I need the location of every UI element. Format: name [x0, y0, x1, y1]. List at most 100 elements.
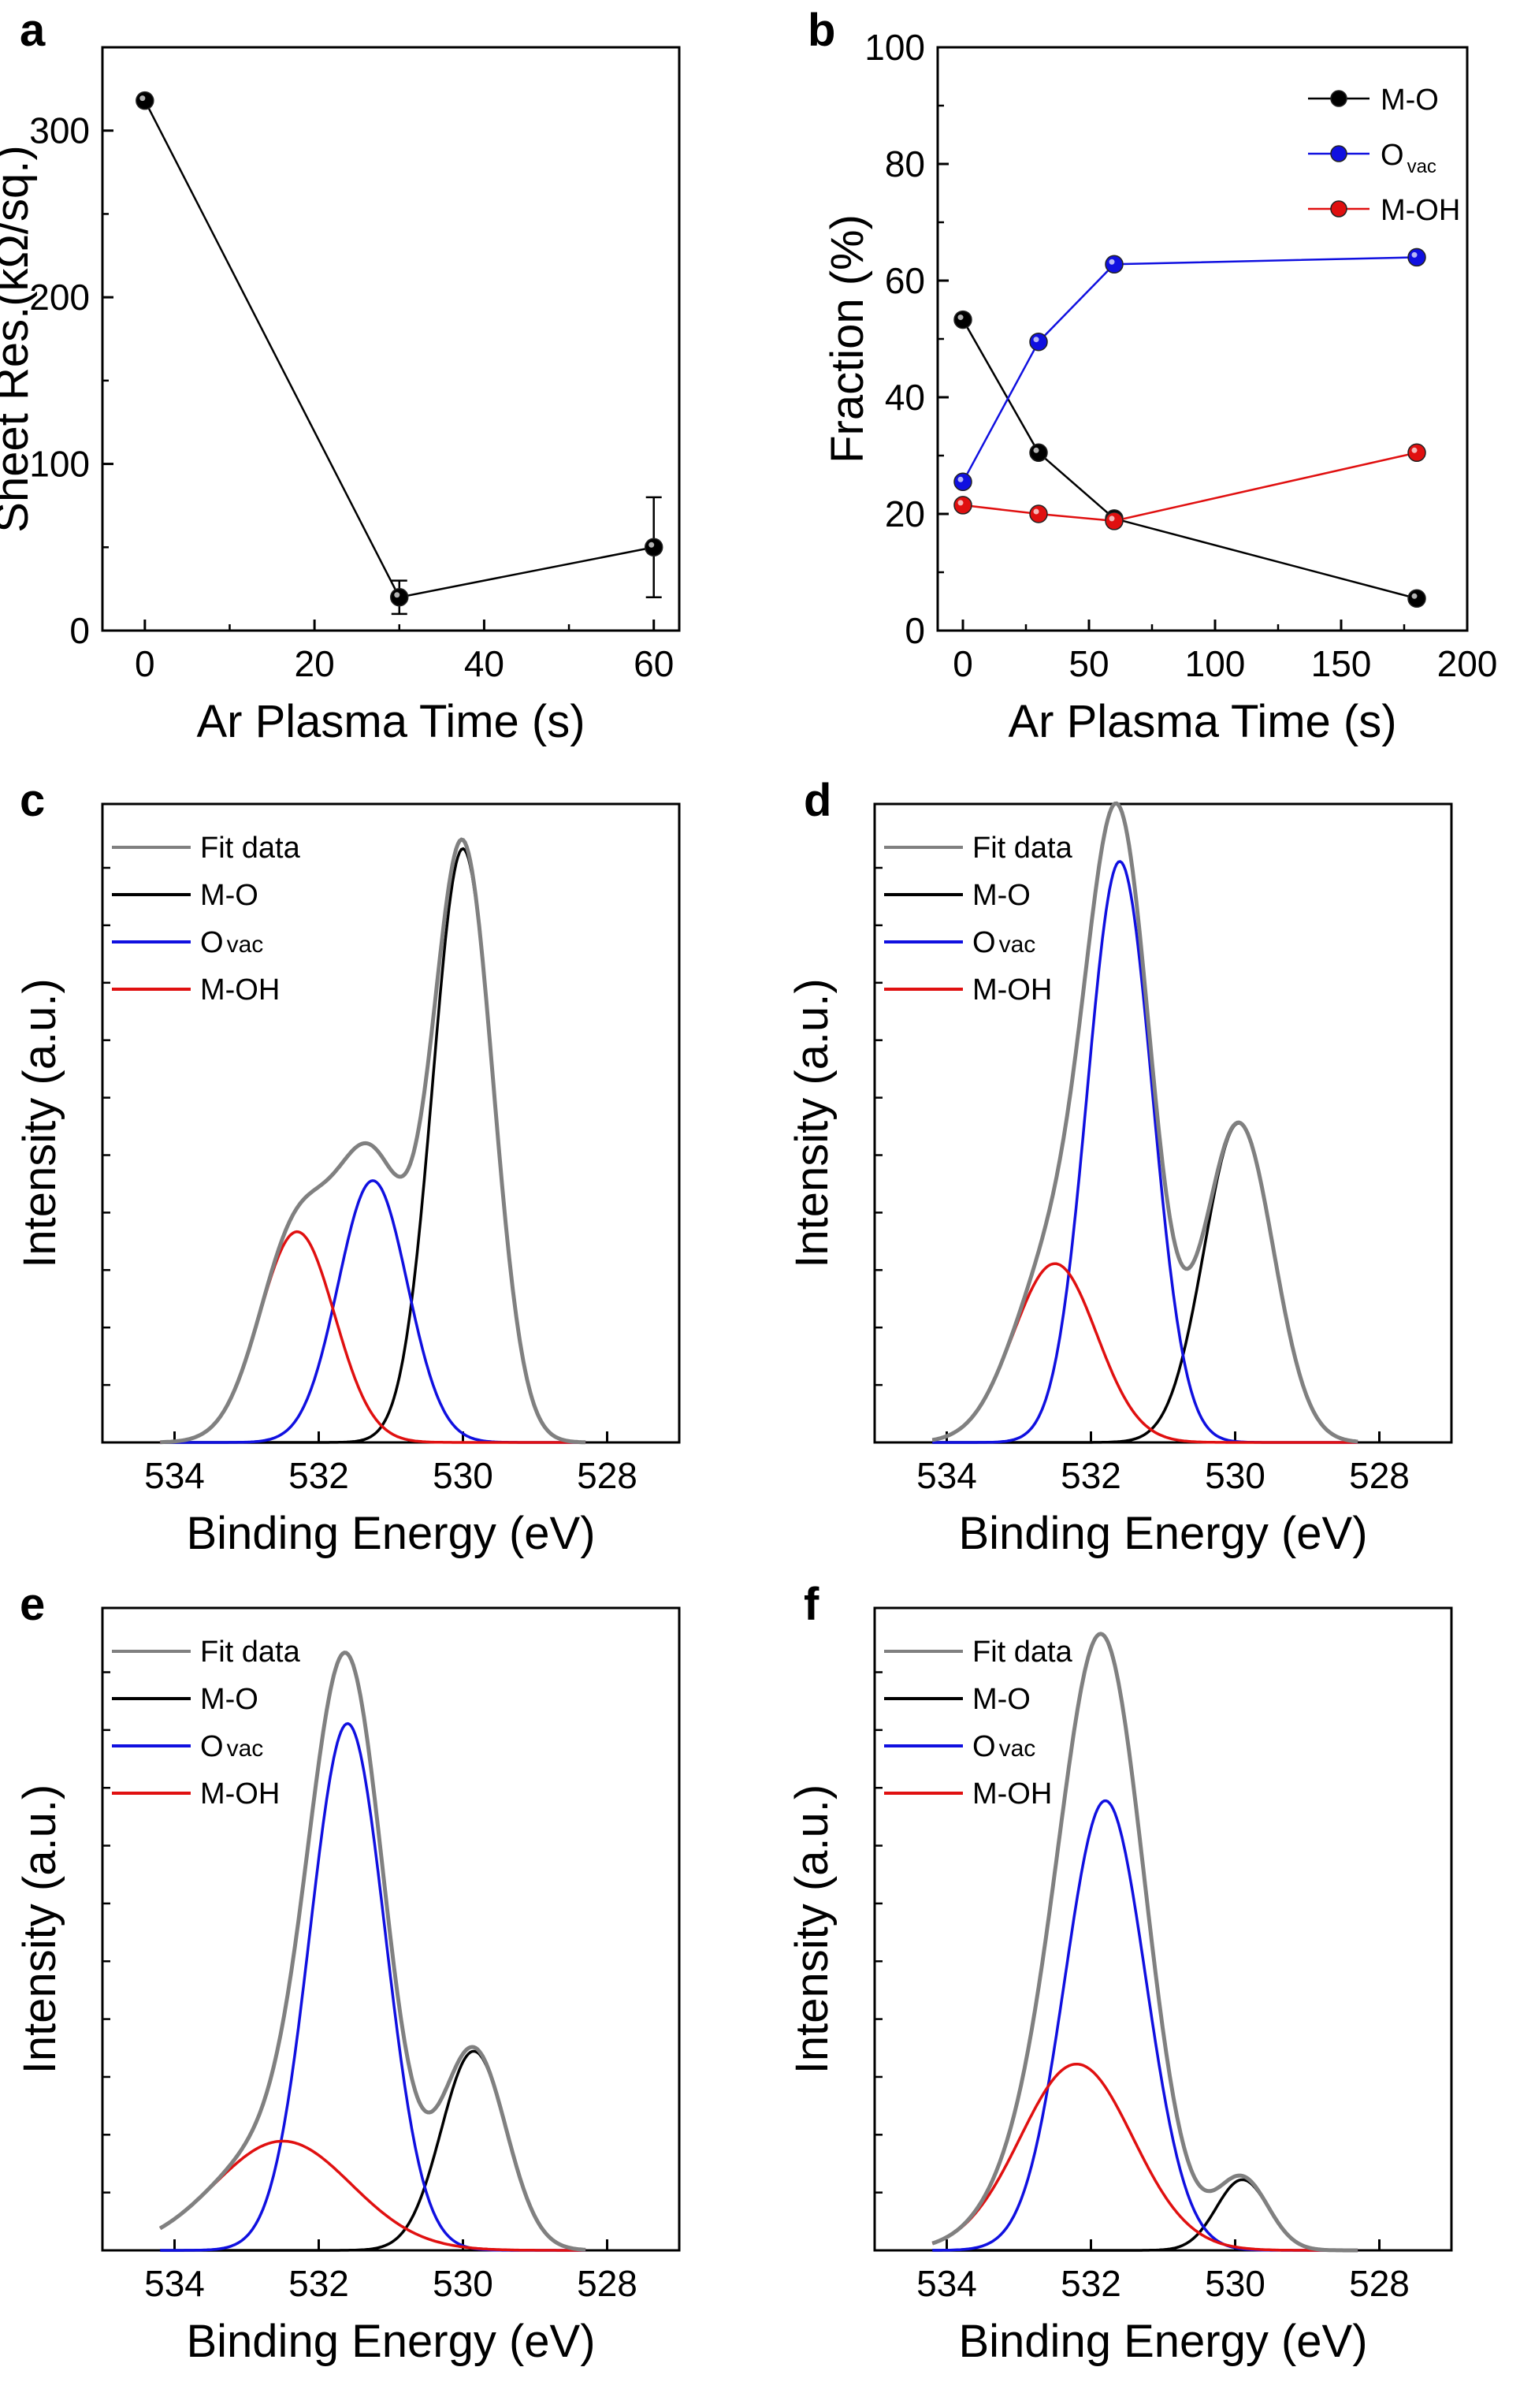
x-tick-label: 534	[916, 2263, 977, 2304]
x-tick-label: 60	[634, 643, 674, 684]
legend-label: M-O	[200, 1683, 258, 1716]
x-tick-label: 534	[144, 1455, 205, 1496]
y-tick-label: 60	[885, 260, 925, 301]
panel-letter-a: a	[20, 5, 46, 56]
legend-label: M-OH	[1381, 194, 1460, 227]
y-tick-label: 200	[29, 277, 90, 318]
series-line-Sheet Res.	[143, 100, 654, 599]
legend-sub: vac	[227, 932, 264, 958]
x-tick-label: 528	[1349, 2263, 1410, 2304]
peak-curve-M-O	[160, 2049, 586, 2252]
x-axis-title: Binding Energy (eV)	[186, 1508, 595, 1559]
data-point	[1407, 247, 1426, 267]
panel-a: a 0 20 40 60 0 100 200 300 Ar Plasma Time (s) Shee…	[0, 5, 681, 747]
legend-label: M-OH	[972, 973, 1052, 1007]
data-point	[1407, 443, 1426, 463]
data-point-highlight	[1033, 508, 1039, 515]
legend-main: M-OH	[200, 1777, 280, 1811]
plot-frame	[101, 46, 681, 632]
panel-f: f 534 532 530 528 Binding Energy (eV) Intensit…	[786, 1579, 1453, 2367]
y-tick-label: 0	[69, 610, 90, 651]
legend-main: Fit data	[972, 832, 1073, 865]
data-point-highlight	[1033, 447, 1039, 453]
data-point	[953, 472, 972, 492]
peak-curve-O_vac	[160, 1179, 586, 1444]
data-point-highlight	[394, 592, 400, 598]
x-tick-label: 200	[1437, 643, 1498, 684]
series-line-M-OH	[962, 452, 1418, 523]
x-tick-label: 528	[577, 1455, 637, 1496]
legend-main: M-O	[1381, 84, 1439, 117]
panel-letter-b: b	[808, 5, 835, 56]
legend-main: M-OH	[1381, 194, 1460, 227]
legend-sub: vac	[999, 1736, 1036, 1762]
legend-main: M-O	[972, 1683, 1031, 1716]
data-point-highlight	[649, 542, 655, 548]
fit-data-curve	[160, 837, 586, 1445]
x-tick-label: 532	[288, 2263, 349, 2304]
panel-d: d 534 532 530 528 Binding Energy (eV) Intensit…	[786, 775, 1453, 1559]
data-point	[390, 587, 409, 607]
legend-main: M-OH	[200, 973, 280, 1007]
legend-main: O	[200, 1730, 224, 1763]
x-tick-label: 50	[1068, 643, 1109, 684]
legend-main: O	[1381, 139, 1404, 172]
series-line-O_vac	[961, 256, 1418, 482]
x-tick-label: 150	[1311, 643, 1372, 684]
x-tick-label: 530	[1205, 2263, 1265, 2304]
data-point	[136, 91, 154, 110]
legend-label: M-O	[200, 879, 258, 912]
x-tick-label: 0	[953, 643, 973, 684]
legend-main: M-O	[972, 879, 1031, 912]
data-point	[1105, 512, 1124, 530]
x-tick-label: 40	[464, 643, 504, 684]
data-point-highlight	[957, 314, 964, 321]
legend-main: Fit data	[972, 1636, 1073, 1669]
y-tick-label: 100	[864, 27, 925, 68]
fit-data-curve	[931, 801, 1358, 1444]
legend-label: M-O	[972, 1683, 1031, 1716]
legend-label: Fit data	[200, 832, 301, 865]
x-axis-title: Binding Energy (eV)	[186, 2316, 595, 2367]
panel-letter-d: d	[804, 775, 831, 826]
x-tick-label: 528	[1349, 1455, 1410, 1496]
x-axis-title: Ar Plasma Time (s)	[1008, 696, 1396, 747]
y-axis-title: Intensity (a.u.)	[14, 978, 65, 1267]
data-point-highlight	[957, 500, 964, 506]
panel-e: e 534 532 530 528 Binding Energy (eV) Intensit…	[14, 1579, 681, 2367]
x-tick-label: 534	[144, 2263, 205, 2304]
legend-label: Fit data	[972, 1636, 1073, 1669]
legend-main: M-OH	[972, 1777, 1052, 1811]
x-axis-title: Ar Plasma Time (s)	[196, 696, 585, 747]
y-tick-label: 0	[905, 610, 925, 651]
x-tick-label: 100	[1185, 643, 1246, 684]
y-tick-label: 40	[885, 377, 925, 418]
x-tick-label: 532	[1061, 2263, 1121, 2304]
legend-sub: vac	[1407, 156, 1436, 177]
data-point	[953, 496, 972, 515]
fit-data-curve	[931, 1632, 1358, 2253]
data-point-highlight	[1411, 251, 1418, 258]
legend-main: O	[972, 926, 996, 959]
legend-label: Fit data	[972, 832, 1073, 865]
x-tick-label: 530	[1205, 1455, 1265, 1496]
series-line-M-O	[961, 318, 1418, 600]
data-point	[1029, 332, 1048, 352]
legend-main: Fit data	[200, 832, 301, 865]
plot-frame	[873, 802, 1453, 1444]
legend-label: M-OH	[200, 1777, 280, 1811]
data-point	[1105, 255, 1124, 274]
legend-main: M-OH	[972, 973, 1052, 1007]
plot-frame	[101, 802, 681, 1444]
data-point-highlight	[1411, 447, 1418, 453]
y-tick-label: 300	[29, 110, 90, 151]
peak-curve-M-O	[932, 1122, 1358, 1444]
legend-label: M-O	[1381, 84, 1439, 117]
x-tick-label: 0	[135, 643, 155, 684]
data-point	[1029, 443, 1048, 463]
x-axis-title: Binding Energy (eV)	[958, 1508, 1367, 1559]
